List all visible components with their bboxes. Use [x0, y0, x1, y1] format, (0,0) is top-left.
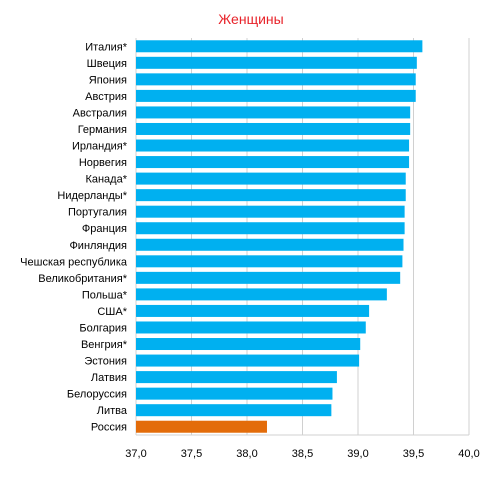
bar	[136, 288, 387, 301]
category-label: Чешская республика	[20, 256, 128, 268]
bar	[136, 420, 267, 433]
category-label: Эстония	[84, 356, 127, 368]
bar	[136, 139, 410, 152]
x-tick-label: 39,5	[403, 448, 424, 460]
category-label: Латвия	[91, 372, 127, 384]
bar	[136, 73, 416, 86]
category-label: Польша*	[82, 289, 128, 301]
bar	[136, 304, 370, 317]
bar	[136, 271, 401, 284]
category-label: Белоруссия	[67, 389, 127, 401]
category-label: Франция	[82, 223, 127, 235]
bar	[136, 106, 411, 119]
bar	[136, 156, 410, 169]
category-label: Швеция	[87, 58, 127, 70]
category-label: Великобритания*	[38, 273, 127, 285]
bar	[136, 205, 405, 218]
category-label: Болгария	[79, 322, 127, 334]
category-label: Австрия	[85, 91, 127, 103]
bar	[136, 404, 332, 417]
category-label: Италия*	[85, 41, 127, 53]
category-label: Германия	[78, 124, 127, 136]
category-label: Норвегия	[79, 157, 127, 169]
bar	[136, 40, 423, 53]
bar	[136, 122, 411, 135]
category-label: Австралия	[73, 107, 127, 119]
category-label: Япония	[89, 74, 127, 86]
bar	[136, 338, 361, 351]
category-label: Литва	[97, 405, 128, 417]
category-label: Финляндия	[69, 240, 127, 252]
bar	[136, 255, 403, 268]
x-tick-label: 37,5	[181, 448, 202, 460]
chart-title: Женщины	[218, 11, 284, 27]
x-tick-label: 40,0	[458, 448, 479, 460]
bar	[136, 321, 366, 334]
bar	[136, 238, 404, 251]
category-label: Нидерланды*	[57, 190, 127, 202]
x-tick-label: 39,0	[347, 448, 368, 460]
bar	[136, 371, 337, 384]
bar	[136, 89, 416, 102]
x-tick-label: 38,0	[236, 448, 257, 460]
bar	[136, 387, 333, 400]
bar	[136, 189, 406, 202]
bar	[136, 172, 406, 185]
category-label: Ирландия*	[72, 141, 128, 153]
x-tick-label: 37,0	[125, 448, 146, 460]
bar	[136, 56, 417, 69]
category-label: США*	[97, 306, 127, 318]
bar	[136, 222, 405, 235]
category-label: Канада*	[85, 174, 127, 186]
category-label: Россия	[91, 422, 127, 434]
category-label: Португалия	[68, 207, 127, 219]
x-tick-label: 38,5	[292, 448, 313, 460]
bar	[136, 354, 360, 367]
category-label: Венгрия*	[81, 339, 128, 351]
